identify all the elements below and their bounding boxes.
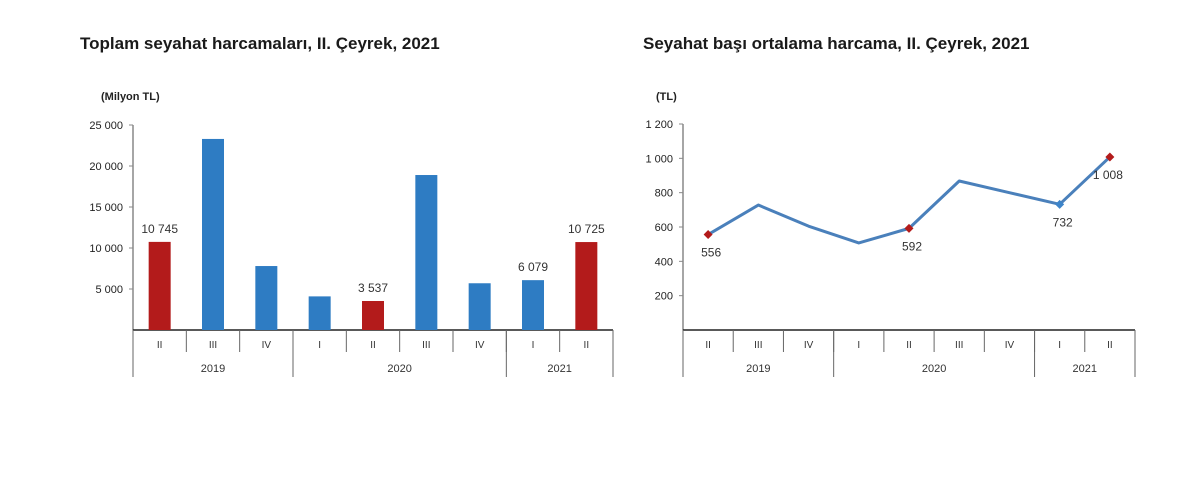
quarter-label: III	[209, 340, 217, 351]
y-tick-label: 15 000	[89, 202, 123, 214]
year-label: 2019	[201, 363, 225, 375]
diamond-marker-icon	[904, 223, 914, 233]
diamond-marker-icon	[1055, 199, 1065, 209]
quarter-label: I	[1058, 340, 1061, 351]
quarter-label: III	[754, 340, 762, 351]
bar	[522, 280, 544, 330]
quarter-label: II	[1107, 340, 1113, 351]
quarter-label: III	[955, 340, 963, 351]
diamond-marker-icon	[1105, 152, 1115, 162]
y-tick-label: 25 000	[89, 120, 123, 132]
bar	[308, 296, 331, 330]
quarter-label: IV	[1005, 340, 1015, 351]
y-tick-label: 800	[655, 188, 673, 200]
data-label: 556	[701, 246, 721, 260]
y-tick-label: 10 000	[89, 243, 123, 255]
bar	[362, 300, 384, 330]
bar	[468, 283, 491, 330]
quarter-label: IV	[262, 340, 272, 351]
quarter-label: III	[422, 340, 430, 351]
diamond-marker-icon	[703, 230, 713, 240]
bar	[575, 242, 598, 330]
quarter-label: IV	[475, 340, 485, 351]
quarter-label: II	[157, 340, 163, 351]
quarter-label: II	[584, 340, 590, 351]
bar-chart-title: Toplam seyahat harcamaları, II. Çeyrek, …	[80, 34, 440, 53]
year-label: 2019	[746, 363, 770, 375]
year-label: 2021	[1073, 363, 1097, 375]
quarter-label: IV	[804, 340, 814, 351]
y-tick-label: 1 200	[645, 119, 673, 131]
y-tick-label: 5 000	[95, 284, 123, 296]
data-label: 10 725	[568, 222, 605, 236]
y-tick-label: 600	[655, 222, 673, 234]
quarter-label: I	[857, 340, 860, 351]
quarter-label: I	[318, 340, 321, 351]
year-label: 2020	[387, 363, 411, 375]
data-label: 1 008	[1093, 168, 1123, 182]
bar	[415, 175, 438, 330]
year-label: 2021	[547, 363, 571, 375]
y-tick-label: 200	[655, 291, 673, 303]
quarter-label: II	[705, 340, 711, 351]
year-label: 2020	[922, 363, 946, 375]
data-label: 732	[1053, 215, 1073, 229]
data-label: 10 745	[141, 222, 178, 236]
y-tick-label: 20 000	[89, 161, 123, 173]
quarter-label: II	[906, 340, 912, 351]
bar	[148, 241, 171, 330]
bar	[255, 266, 278, 330]
line-chart-title: Seyahat başı ortalama harcama, II. Çeyre…	[643, 34, 1030, 53]
line-chart-unit-label: (TL)	[656, 91, 677, 103]
y-tick-label: 1 000	[645, 153, 673, 165]
quarter-label: II	[370, 340, 376, 351]
data-label: 6 079	[518, 260, 548, 274]
data-label: 3 537	[358, 281, 388, 295]
bar	[202, 138, 224, 330]
y-tick-label: 400	[655, 256, 673, 268]
bar-chart-unit-label: (Milyon TL)	[101, 91, 160, 103]
data-label: 592	[902, 239, 922, 253]
quarter-label: I	[532, 340, 535, 351]
